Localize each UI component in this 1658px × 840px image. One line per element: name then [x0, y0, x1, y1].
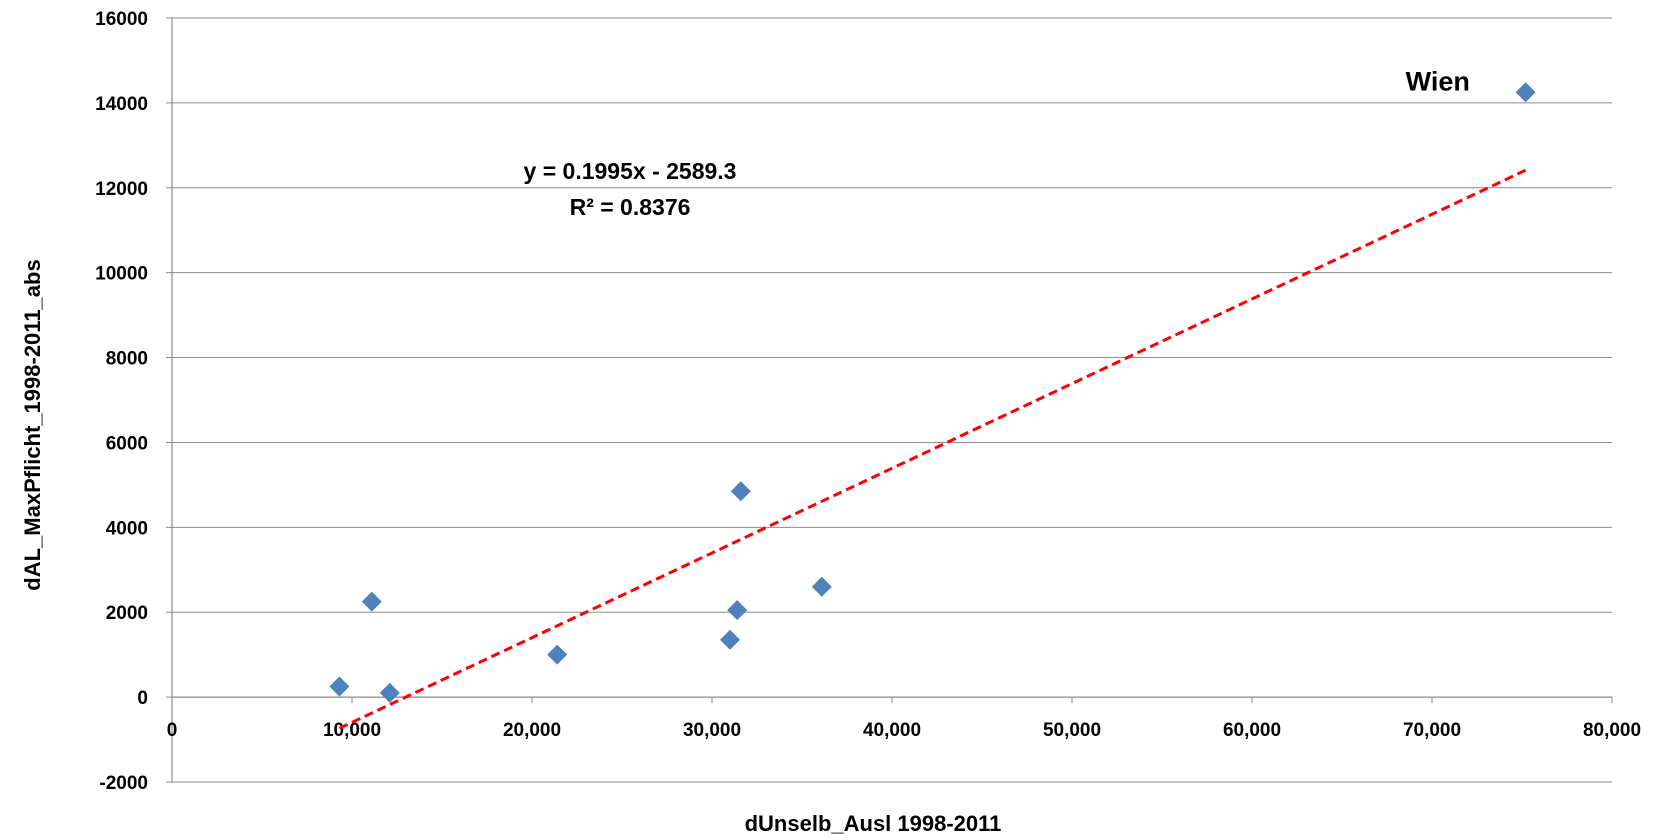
- axes: [166, 17, 1613, 783]
- data-point: [547, 644, 568, 665]
- x-axis-title: dUnselb_Ausl 1998-2011: [745, 811, 1002, 835]
- y-tick-label: 6000: [106, 433, 148, 454]
- y-tick-label: 0: [137, 688, 148, 709]
- x-tick-label: 30,000: [683, 720, 741, 741]
- x-tick-label: 70,000: [1403, 720, 1461, 741]
- x-tick-label: 0: [167, 720, 178, 741]
- y-tick-label: 16000: [95, 9, 148, 30]
- y-tick-label: 14000: [95, 94, 148, 115]
- point-label-wien: Wien: [1406, 66, 1470, 96]
- data-point: [361, 591, 382, 612]
- tick-labels: -2000 0 2000 4000 6000 8000 10000 12000 14000 160…: [95, 9, 1641, 794]
- data-point: [379, 682, 400, 703]
- trendline-equation: y = 0.1995x - 2589.3: [524, 158, 737, 184]
- y-tick-label: -2000: [99, 773, 148, 794]
- x-tick-label: 80,000: [1583, 720, 1641, 741]
- data-points: [329, 82, 1536, 703]
- x-tick-label: 60,000: [1223, 720, 1281, 741]
- y-tick-label: 4000: [106, 518, 148, 539]
- y-tick-label: 12000: [95, 179, 148, 200]
- x-tick-label: 20,000: [503, 720, 561, 741]
- trendline-r-squared: R² = 0.8376: [570, 194, 691, 220]
- y-axis-title: dAL_MaxPflicht_1998-2011_abs: [20, 259, 45, 590]
- data-point: [329, 676, 350, 697]
- x-tick-label: 40,000: [863, 720, 921, 741]
- x-tick-label: 10,000: [323, 720, 381, 741]
- y-tick-label: 2000: [106, 603, 148, 624]
- data-point: [720, 629, 740, 650]
- data-point: [730, 481, 751, 502]
- y-tick-label: 8000: [106, 349, 148, 370]
- annotations: y = 0.1995x - 2589.3 R² = 0.8376 dUnselb…: [20, 66, 1470, 836]
- trendline: [338, 168, 1527, 730]
- data-point: [1515, 82, 1536, 103]
- gridlines: [172, 17, 1612, 783]
- x-tick-label: 50,000: [1043, 720, 1101, 741]
- trendline-layer: [338, 168, 1527, 730]
- data-point: [811, 576, 832, 597]
- y-tick-label: 10000: [95, 264, 148, 285]
- data-point: [727, 600, 748, 621]
